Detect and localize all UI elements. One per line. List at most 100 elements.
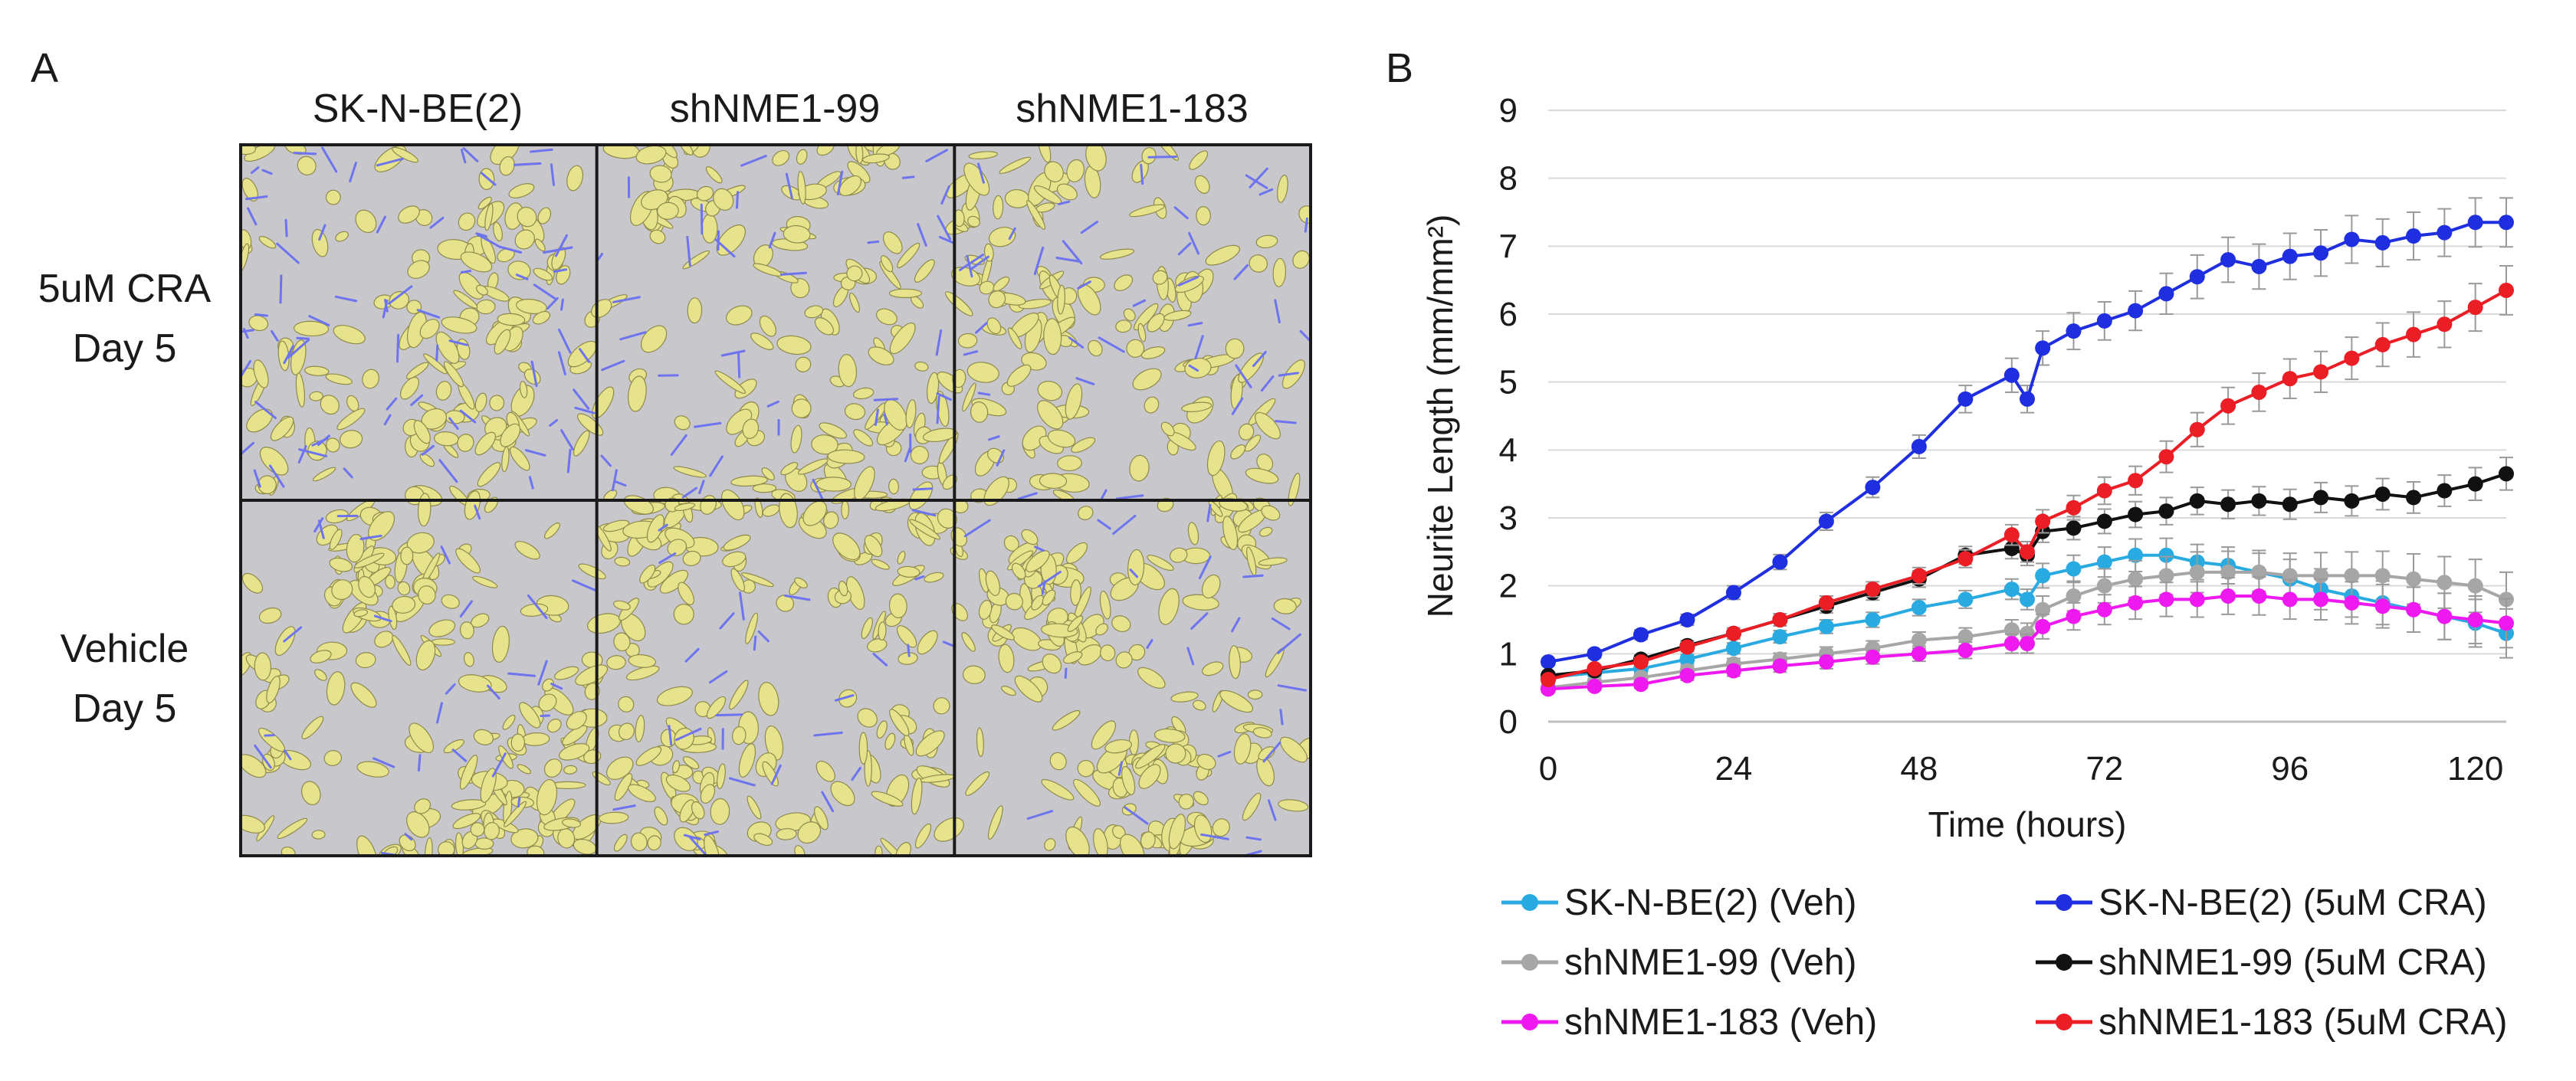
cell-body — [534, 238, 546, 252]
neurite-group — [959, 156, 1312, 500]
data-point — [1633, 676, 1649, 693]
cell-body — [764, 725, 784, 761]
cell-body — [606, 655, 626, 670]
neurite-trace — [313, 517, 324, 532]
cell-body — [297, 156, 317, 175]
data-point — [2158, 286, 2174, 302]
neurite-trace — [963, 350, 979, 356]
cell-body — [1014, 675, 1043, 703]
cell-body — [779, 493, 798, 529]
data-point — [2437, 224, 2453, 241]
cell-body — [544, 522, 560, 539]
neurite-trace — [1017, 492, 1038, 500]
neurite-trace — [611, 469, 618, 492]
cell-body — [646, 514, 665, 543]
data-point — [2003, 636, 2020, 652]
neurite-trace — [445, 683, 456, 695]
y-tick-label: 2 — [1499, 568, 1518, 605]
cell-body — [1165, 743, 1186, 764]
cell-body — [776, 827, 797, 840]
cell-body — [1037, 400, 1064, 430]
data-point — [2158, 591, 2174, 608]
neurite-trace — [297, 445, 307, 464]
neurite-trace — [1117, 761, 1124, 776]
legend-label: SK-N-BE(2) (5uM CRA) — [2099, 882, 2487, 923]
cell-body — [1273, 598, 1297, 614]
cell-body — [797, 821, 822, 844]
cell-body — [986, 317, 1002, 335]
cell-body — [602, 519, 630, 532]
cell-body — [696, 185, 714, 201]
neurite-trace — [704, 830, 719, 836]
cell-body — [914, 259, 935, 283]
neurite-trace — [245, 195, 268, 201]
neurite-trace — [1304, 217, 1308, 233]
cell-body — [419, 319, 440, 339]
data-point — [2128, 595, 2144, 611]
data-point — [1911, 632, 1927, 648]
data-point — [2344, 231, 2360, 247]
cell-body — [392, 595, 416, 614]
neurite-trace — [1112, 514, 1137, 535]
neurite-trace — [1198, 555, 1212, 579]
cell-body — [542, 678, 554, 692]
neurite-trace — [975, 322, 988, 334]
cell-body — [823, 511, 839, 529]
neurite-trace — [686, 235, 691, 267]
neurite-trace — [491, 752, 507, 778]
y-tick-label: 9 — [1499, 92, 1518, 129]
y-axis-title: Neurite Length (mm/mm²) — [1420, 215, 1460, 618]
neurite-trace — [287, 339, 310, 359]
data-point — [2128, 506, 2144, 522]
cell-body — [730, 475, 768, 487]
data-point — [2467, 476, 2483, 492]
cell-body — [614, 556, 631, 567]
neurite-trace — [709, 455, 724, 477]
neurite-trace — [527, 594, 548, 619]
cell-body — [414, 798, 432, 814]
cell-body — [1123, 308, 1136, 322]
cell-body — [374, 631, 394, 648]
cell-body — [536, 778, 558, 816]
neurite-trace — [1262, 741, 1281, 763]
cell-body — [976, 727, 984, 758]
data-point — [2096, 578, 2112, 594]
cell-body — [331, 579, 353, 601]
cell-body — [1047, 429, 1076, 448]
cell-body — [1099, 591, 1111, 620]
neurite-trace — [448, 417, 459, 430]
neurite-trace — [668, 725, 673, 746]
cell-body — [889, 323, 916, 355]
cell-body — [951, 267, 981, 287]
neurite-trace — [1279, 709, 1284, 726]
neurite-trace — [1132, 299, 1147, 307]
cell-body — [1193, 791, 1209, 806]
neurite-trace — [513, 162, 542, 166]
neurite-trace — [546, 297, 559, 310]
cell-body — [1132, 368, 1162, 391]
neurite-trace — [936, 392, 952, 401]
data-point — [2406, 326, 2422, 342]
neurite-trace — [283, 626, 303, 643]
neurite-trace — [421, 444, 435, 456]
neurite-group — [254, 504, 597, 857]
cell-body — [999, 156, 1032, 175]
neurite-trace — [717, 230, 720, 251]
cell-body — [909, 519, 941, 540]
cell-body — [254, 652, 272, 681]
cell-body — [504, 801, 527, 827]
cell-body — [241, 178, 258, 201]
micrograph-panel — [591, 143, 963, 510]
data-point — [2158, 449, 2174, 465]
cell-body — [772, 149, 790, 166]
neurite-trace — [359, 534, 382, 540]
neurite-trace — [560, 429, 574, 450]
cell-body — [674, 827, 698, 851]
neurite-trace — [813, 731, 843, 737]
cell-body — [1135, 744, 1166, 769]
neurite-trace — [550, 163, 555, 186]
cell-body — [415, 640, 436, 671]
neurite-trace — [658, 552, 677, 564]
neurite-trace — [912, 487, 934, 491]
data-point — [2096, 513, 2112, 529]
